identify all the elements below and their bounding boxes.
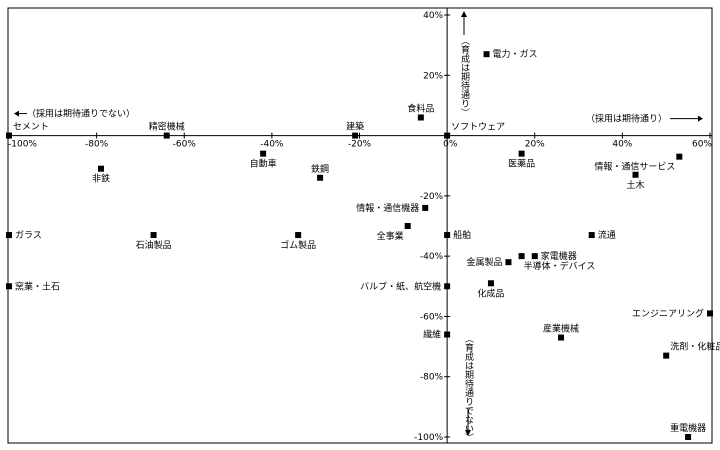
data-point-marker xyxy=(676,153,683,160)
data-point-label: 精密機械 xyxy=(149,121,185,133)
y-tick-label: -100% xyxy=(414,433,443,443)
x-tick-label: 20% xyxy=(525,140,545,150)
y-positive-note: （育成は期待通り） xyxy=(459,36,470,117)
data-point-marker xyxy=(163,132,170,139)
data-point-marker xyxy=(518,150,525,157)
data-point-label: 電力・ガス xyxy=(493,48,538,60)
data-point-label: 非鉄 xyxy=(92,173,110,185)
data-point-label: バルブ・紙、航空機 xyxy=(360,280,441,292)
y-tick-label: -40% xyxy=(420,252,444,262)
data-point-marker xyxy=(150,232,157,239)
data-point-label: 金属製品 xyxy=(466,256,502,268)
data-point-marker xyxy=(663,352,670,359)
x-tick-label: -100% xyxy=(8,140,37,150)
data-point-label: 半導体・デバイス xyxy=(524,260,596,272)
data-point-marker xyxy=(444,232,451,239)
data-point-marker xyxy=(558,334,565,341)
data-point-marker xyxy=(444,132,451,139)
data-point-label: ゴム製品 xyxy=(280,239,316,251)
data-point-label: 食料品 xyxy=(407,102,434,114)
data-point-label: 情報・通信機器 xyxy=(356,202,419,214)
data-point-label: 建築 xyxy=(346,121,364,133)
data-point-label: 船舶 xyxy=(453,229,471,241)
x-tick-label: -80% xyxy=(85,140,109,150)
data-point-marker xyxy=(487,280,494,287)
data-point-label: 窯業・土石 xyxy=(15,280,60,292)
data-point-marker xyxy=(483,51,490,58)
data-point-marker xyxy=(531,253,538,260)
x-positive-arrowhead xyxy=(698,115,703,122)
data-point-label: 産業機械 xyxy=(543,323,579,335)
data-point-label: 医薬品 xyxy=(508,158,535,170)
y-tick-label: 40% xyxy=(423,11,443,21)
data-point-marker xyxy=(632,171,639,178)
data-point-marker xyxy=(588,232,595,239)
x-tick-label: 0% xyxy=(443,140,458,150)
y-negative-arrowhead xyxy=(465,430,471,436)
plot-frame xyxy=(7,7,713,444)
data-point-marker xyxy=(417,114,424,121)
data-point-label: 家電機器 xyxy=(541,250,577,262)
tick-labels: -100% -80% -60% -40% -20% 0% 20% 40% 60% 40% 20% -2… xyxy=(8,11,712,443)
data-point-marker xyxy=(444,283,451,290)
data-point-marker xyxy=(352,132,359,139)
data-point-marker xyxy=(98,165,105,172)
data-point-marker xyxy=(404,223,411,229)
data-point-marker xyxy=(6,132,12,139)
data-point-marker xyxy=(685,434,692,440)
data-point-marker xyxy=(6,232,12,239)
data-point-label: ソフトウェア xyxy=(451,122,505,133)
data-point-label: 全事業 xyxy=(377,230,404,242)
data-point-label: エンジニアリング xyxy=(632,307,704,319)
data-point-label: 自動車 xyxy=(250,158,277,170)
data-point-marker xyxy=(422,204,429,211)
y-negative-note: （育成は期待通りでない） xyxy=(463,334,474,442)
data-point-label: 化成品 xyxy=(477,287,504,299)
y-tick-label: -20% xyxy=(420,192,444,202)
x-tick-label: -20% xyxy=(348,140,372,150)
axes xyxy=(8,8,712,443)
data-point-label: 流通 xyxy=(598,229,616,241)
data-point-label: ガラス xyxy=(15,230,42,241)
data-point-marker xyxy=(444,331,451,338)
data-point-label: 重電機器 xyxy=(670,422,706,434)
data-point-label: 情報・通信サービス xyxy=(594,161,675,173)
x-tick-label: -60% xyxy=(173,140,197,150)
data-point-label: 石油製品 xyxy=(136,239,172,251)
x-tick-label: 40% xyxy=(612,140,632,150)
x-negative-arrowhead xyxy=(14,110,19,117)
y-tick-label: -80% xyxy=(420,373,444,383)
x-tick-label: 60% xyxy=(692,140,712,150)
y-positive-arrowhead xyxy=(461,11,467,17)
y-tick-label: 20% xyxy=(423,71,443,81)
data-point-marker xyxy=(707,310,713,317)
data-point-label: 繊維 xyxy=(423,329,441,341)
data-point-label: 鉄鋼 xyxy=(311,163,329,175)
data-point-marker xyxy=(518,253,525,260)
data-point-marker xyxy=(295,232,302,239)
x-positive-note: （採用は期待通り） xyxy=(586,113,667,125)
data-point-label: セメント xyxy=(13,122,49,133)
data-point-marker xyxy=(6,283,12,290)
data-point-marker xyxy=(260,150,267,157)
data-point-marker xyxy=(505,259,512,266)
y-tick-label: -60% xyxy=(420,312,444,322)
data-point-label: 土木 xyxy=(627,179,645,191)
axis-notes: （採用は期待通りでない） （採用は期待通り） （育成は期待通り） （育成は期待通りでな… xyxy=(14,11,703,442)
x-negative-note: （採用は期待通りでない） xyxy=(27,108,135,120)
data-point-label: 洗剤・化粧品等 xyxy=(670,341,720,353)
data-point-marker xyxy=(317,174,324,181)
x-tick-label: -40% xyxy=(260,140,284,150)
